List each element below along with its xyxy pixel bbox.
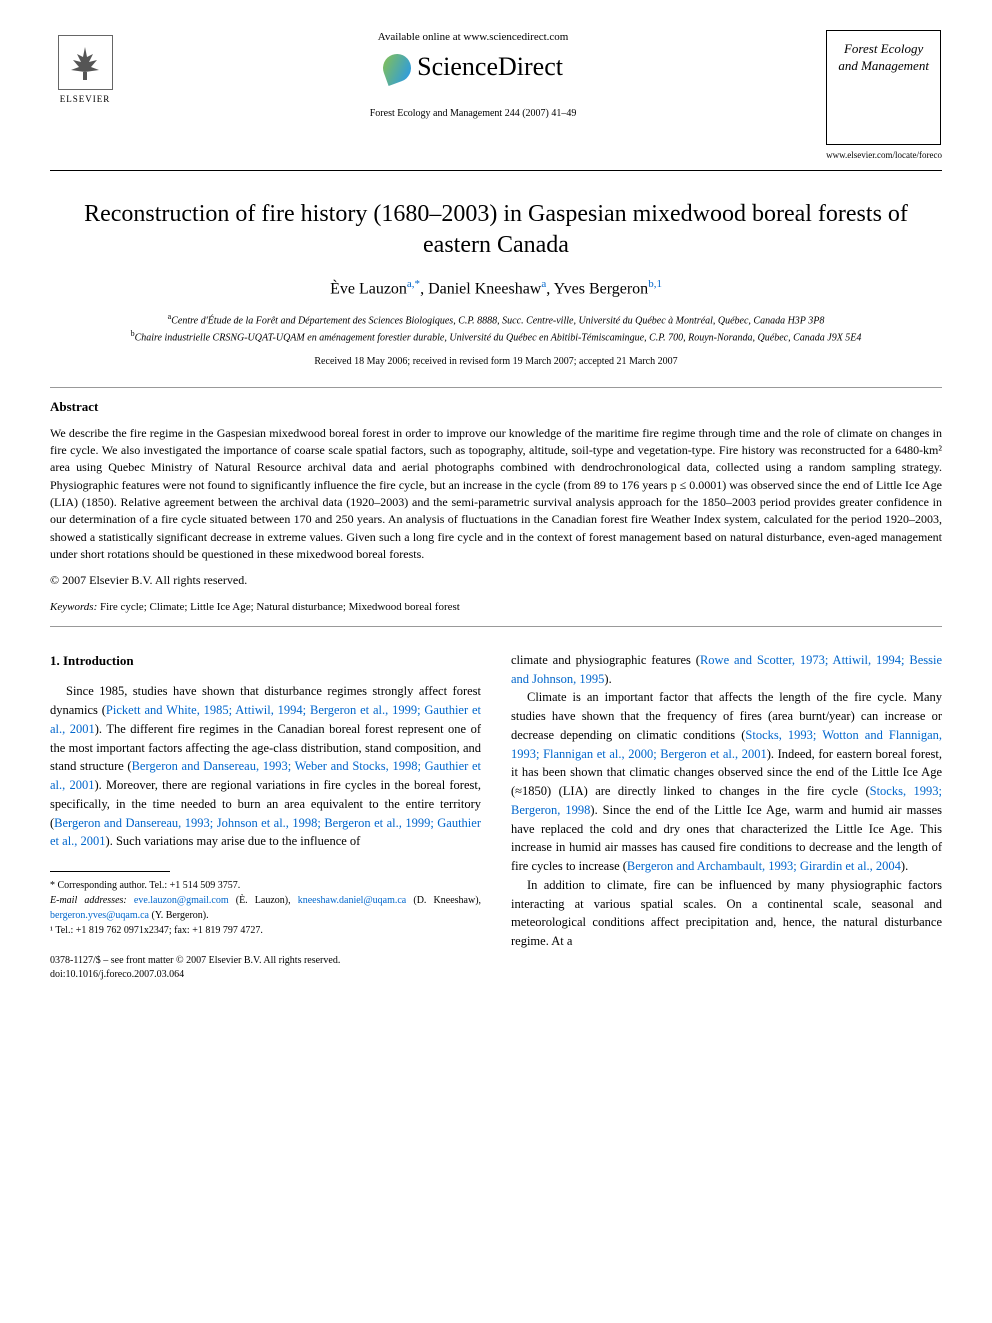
journal-url: www.elsevier.com/locate/foreco [826, 149, 942, 162]
abstract-top-divider [50, 387, 942, 388]
article-dates: Received 18 May 2006; received in revise… [50, 355, 942, 369]
c2p2-cite3[interactable]: Bergeron and Archambault, 1993; Girardin… [627, 859, 901, 873]
right-column: climate and physiographic features (Rowe… [511, 651, 942, 982]
available-online-text: Available online at www.sciencedirect.co… [140, 30, 806, 45]
footnotes: * Corresponding author. Tel.: +1 514 509… [50, 878, 481, 938]
aff-b-text: Chaire industrielle CRSNG-UQAT-UQAM en a… [135, 332, 862, 343]
body-columns: 1. Introduction Since 1985, studies have… [50, 651, 942, 982]
author-2-sup: a [541, 278, 546, 290]
abstract-heading: Abstract [50, 398, 942, 416]
page-header: ELSEVIER Available online at www.science… [50, 30, 942, 162]
keywords-label: Keywords: [50, 601, 97, 613]
center-header: Available online at www.sciencedirect.co… [120, 30, 826, 121]
section-1-heading: 1. Introduction [50, 651, 481, 671]
email-2-name: (D. Kneeshaw), [413, 895, 481, 906]
authors-line: Ève Lauzona,*, Daniel Kneeshawa, Yves Be… [50, 277, 942, 301]
abstract-text: We describe the fire regime in the Gaspe… [50, 425, 942, 564]
keywords-text: Fire cycle; Climate; Little Ice Age; Nat… [100, 601, 460, 613]
footer-line1: 0378-1127/$ – see front matter © 2007 El… [50, 954, 481, 968]
sciencedirect-swoosh-icon [379, 50, 415, 86]
email-2[interactable]: kneeshaw.daniel@uqam.ca [298, 895, 407, 906]
author-3-sup: b,1 [648, 278, 662, 290]
header-divider [50, 170, 942, 171]
aff-a-text: Centre d'Étude de la Forêt and Départeme… [171, 315, 824, 326]
elsevier-tree-icon [58, 35, 113, 90]
col1-para-1: Since 1985, studies have shown that dist… [50, 682, 481, 851]
footnote-tel: ¹ Tel.: +1 819 762 0971x2347; fax: +1 81… [50, 923, 481, 938]
journal-reference: Forest Ecology and Management 244 (2007)… [140, 107, 806, 121]
email-3-name: (Y. Bergeron). [152, 910, 209, 921]
author-1-sup: a,* [407, 278, 420, 290]
affiliations: aCentre d'Étude de la Forêt and Départem… [50, 311, 942, 346]
c2p1-b: ). [604, 672, 611, 686]
footer-info: 0378-1127/$ – see front matter © 2007 El… [50, 954, 481, 982]
abstract-copyright: © 2007 Elsevier B.V. All rights reserved… [50, 572, 942, 589]
journal-box-container: Forest Ecology and Management www.elsevi… [826, 30, 942, 162]
footer-line2: doi:10.1016/j.foreco.2007.03.064 [50, 968, 481, 982]
sciencedirect-label: ScienceDirect [417, 49, 563, 85]
keywords-line: Keywords: Fire cycle; Climate; Little Ic… [50, 600, 942, 615]
author-3: Yves Bergeron [554, 280, 649, 297]
email-1[interactable]: eve.lauzon@gmail.com [134, 895, 229, 906]
abstract-bottom-divider [50, 626, 942, 627]
c2p2-d: ). [901, 859, 908, 873]
elsevier-logo: ELSEVIER [50, 30, 120, 110]
footnote-corresponding: * Corresponding author. Tel.: +1 514 509… [50, 878, 481, 893]
c1p1-d: ). Such variations may arise due to the … [106, 834, 361, 848]
sciencedirect-logo: ScienceDirect [383, 49, 563, 85]
elsevier-label: ELSEVIER [60, 93, 111, 106]
col2-para-2: Climate is an important factor that affe… [511, 688, 942, 876]
col2-para-1: climate and physiographic features (Rowe… [511, 651, 942, 689]
journal-cover-box: Forest Ecology and Management [826, 30, 941, 145]
author-1: Ève Lauzon [330, 280, 407, 297]
journal-box-title: Forest Ecology and Management [833, 41, 934, 75]
col2-para-3: In addition to climate, fire can be infl… [511, 876, 942, 951]
email-3[interactable]: bergeron.yves@uqam.ca [50, 910, 149, 921]
footnote-emails: E-mail addresses: eve.lauzon@gmail.com (… [50, 893, 481, 923]
c2p1-a: climate and physiographic features ( [511, 653, 700, 667]
left-column: 1. Introduction Since 1985, studies have… [50, 651, 481, 982]
email-1-name: (È. Lauzon), [236, 895, 291, 906]
footnote-divider [50, 871, 170, 872]
article-title: Reconstruction of fire history (1680–200… [50, 199, 942, 261]
author-2: Daniel Kneeshaw [428, 280, 541, 297]
email-label: E-mail addresses: [50, 895, 127, 906]
